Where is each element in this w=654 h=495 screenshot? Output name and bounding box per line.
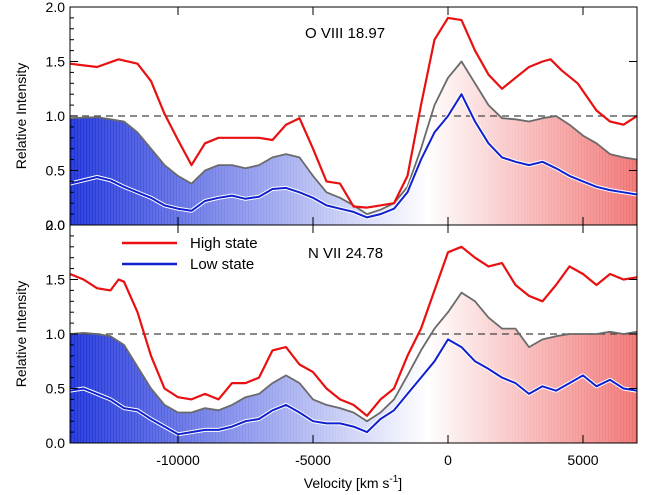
bottom-y-axis-label: Relative Intensity bbox=[13, 281, 29, 388]
bottom-annotation: N VII 24.78 bbox=[308, 245, 383, 262]
x-tick-label: -5000 bbox=[295, 452, 331, 468]
top-annotation: O VIII 18.97 bbox=[305, 25, 385, 42]
top-total-line bbox=[69, 60, 638, 216]
x-axis-ticks: -10000 -5000 0 5000 bbox=[156, 225, 599, 468]
y-tick-label: 0.0 bbox=[46, 217, 66, 233]
top-panel: 0.0 0.5 1.0 1.5 2.0 O VIII 18.97 Relative In… bbox=[13, 0, 638, 233]
x-tick-label: 0 bbox=[444, 452, 452, 468]
y-tick-label: 1.0 bbox=[46, 326, 66, 342]
y-tick-label: 0.5 bbox=[46, 163, 66, 179]
y-tick-label: 1.0 bbox=[46, 108, 66, 124]
above-total-white-area bbox=[70, 7, 637, 215]
top-high-state-line bbox=[69, 16, 638, 209]
legend-high-state-label: High state bbox=[190, 235, 258, 252]
bottom-panel: 0.0 0.5 1.0 1.5 2.0 -10000 -5000 0 5000 N VII 2… bbox=[13, 217, 638, 491]
bottom-high-state-line bbox=[69, 245, 638, 417]
legend: High state Low state bbox=[122, 235, 258, 273]
x-tick-label: 5000 bbox=[567, 452, 598, 468]
bottom-y-ticks: 0.0 0.5 1.0 1.5 2.0 bbox=[46, 217, 637, 451]
y-tick-label: 1.5 bbox=[46, 54, 66, 70]
top-low-state-line bbox=[69, 93, 638, 219]
bottom-low-state-line bbox=[69, 338, 638, 436]
y-tick-label: 2.0 bbox=[46, 0, 66, 15]
above-total-white-area bbox=[70, 225, 637, 422]
y-tick-label: 2.0 bbox=[46, 217, 66, 233]
legend-low-state-label: Low state bbox=[190, 256, 254, 273]
top-y-axis-label: Relative Intensity bbox=[13, 63, 29, 170]
bottom-total-line bbox=[69, 291, 638, 423]
x-axis-label: Velocity [km s-1] bbox=[304, 474, 402, 491]
y-tick-label: 0.5 bbox=[46, 381, 66, 397]
y-tick-label: 1.5 bbox=[46, 272, 66, 288]
y-tick-label: 0.0 bbox=[46, 435, 66, 451]
top-y-ticks: 0.0 0.5 1.0 1.5 2.0 bbox=[46, 0, 637, 233]
x-tick-label: -10000 bbox=[156, 452, 200, 468]
